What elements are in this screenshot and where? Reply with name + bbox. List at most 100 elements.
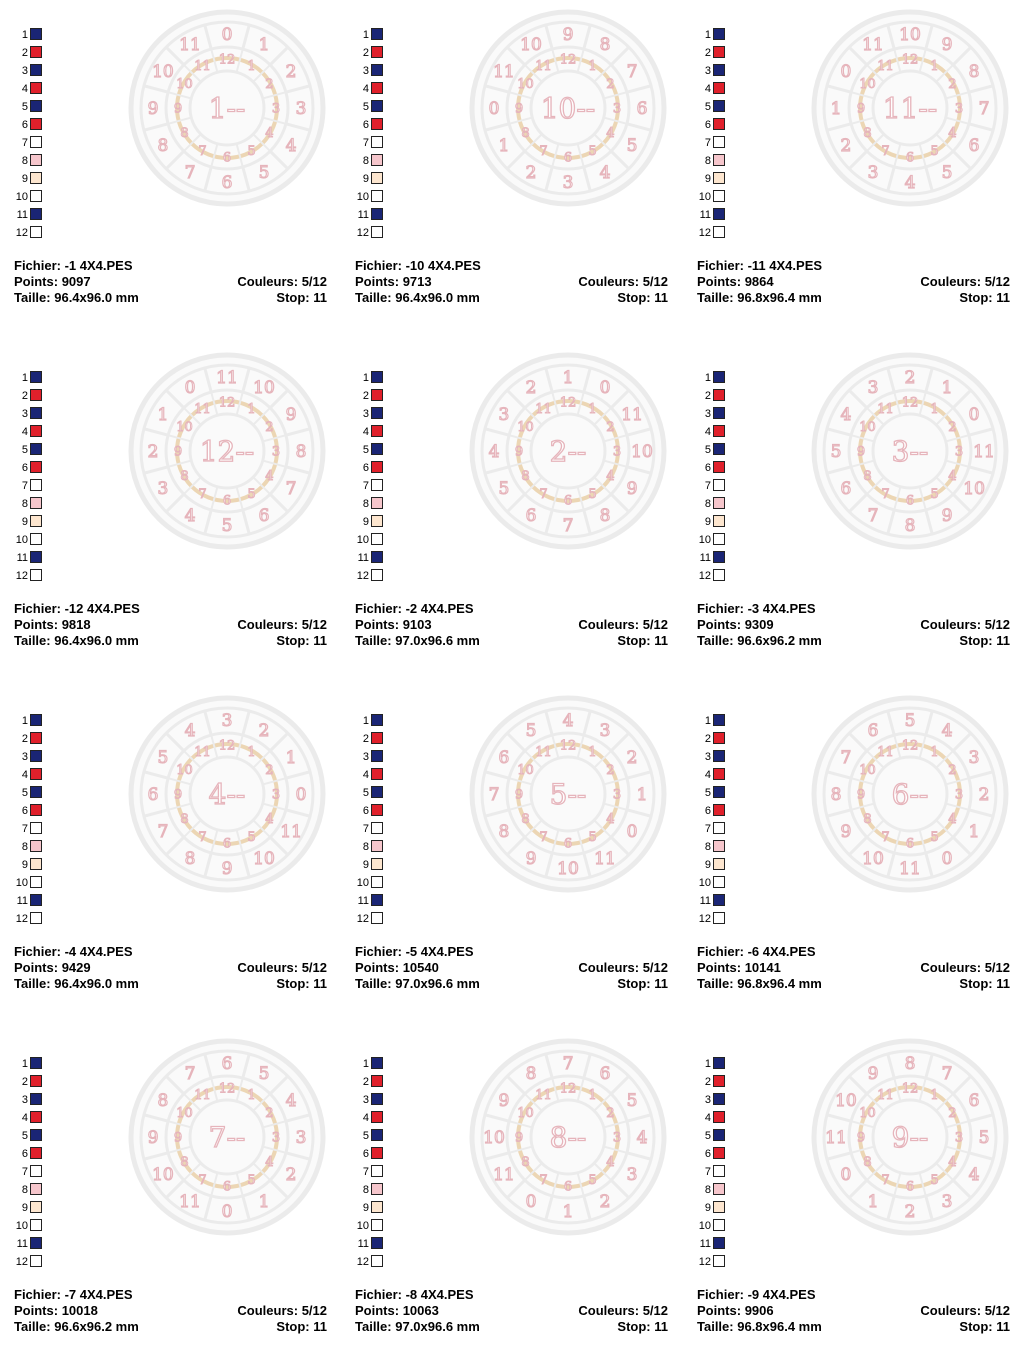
palette-number: 3 (21, 65, 28, 77)
design-card[interactable]: 1 2 3 4 5 6 7 8 9 10 11 12 4 3 2 1 0 11 10 9 8 7 6 5 12 1 2 3 4 5 6 7 8 9… (341, 686, 682, 1023)
design-card[interactable]: 1 2 3 4 5 6 7 8 9 10 11 12 7 6 5 4 3 2 1 0 11 10 9 8 12 1 2 3 4 5 6 7 8 9… (341, 1029, 682, 1366)
stop-count: Stop: 11 (276, 1319, 327, 1335)
palette-number: 10 (15, 1220, 28, 1232)
palette-row: 1 (0, 369, 44, 387)
info-line-file: Fichier: -5 4X4.PES (355, 944, 668, 960)
size-value: 96.8x96.4 mm (737, 1319, 822, 1334)
design-card[interactable]: 1 2 3 4 5 6 7 8 9 10 11 12 0 1 2 3 4 5 6 7 8 9 10 11 12 1 2 3 4 5 6 7 8 9… (0, 0, 341, 337)
outer-number: 10 (152, 62, 174, 82)
palette-number: 12 (15, 1256, 28, 1268)
colors-count: Couleurs: 5/12 (920, 960, 1010, 976)
inner-number: 5 (247, 144, 255, 159)
palette-number: 1 (362, 372, 369, 384)
palette-number: 2 (362, 733, 369, 745)
size-label: Taille: (355, 633, 392, 648)
inner-number: 6 (564, 151, 572, 166)
outer-number: 8 (185, 849, 196, 869)
size-label: Taille: (697, 290, 734, 305)
outer-number: 8 (158, 136, 169, 156)
color-swatch (371, 425, 383, 437)
color-swatch (713, 533, 725, 545)
palette-row: 5 (341, 441, 385, 459)
palette-row: 6 (341, 459, 385, 477)
outer-number: 1 (637, 785, 648, 805)
palette-row: 1 (683, 1055, 727, 1073)
design-card[interactable]: 1 2 3 4 5 6 7 8 9 10 11 12 5 4 3 2 1 0 11 10 9 8 7 6 12 1 2 3 4 5 6 7 8 9… (683, 686, 1024, 1023)
size-label: Taille: (697, 633, 734, 648)
palette-number: 1 (362, 29, 369, 41)
palette-number: 9 (362, 859, 369, 871)
palette-row: 2 (683, 1073, 727, 1091)
palette-row: 9 (0, 856, 44, 874)
design-info: Fichier: -12 4X4.PES Points: 9818 Couleurs… (14, 601, 327, 649)
info-line-file: Fichier: -9 4X4.PES (697, 1287, 1010, 1303)
palette-number: 7 (704, 480, 711, 492)
points-label: Points: (355, 617, 400, 632)
colors-label: Couleurs: (920, 617, 982, 632)
inner-number: 11 (877, 745, 894, 760)
inner-number: 4 (948, 126, 956, 141)
size-value: 96.8x96.4 mm (737, 976, 822, 991)
palette-row: 5 (683, 98, 727, 116)
inner-number: 4 (265, 1155, 273, 1170)
color-swatch (713, 1183, 725, 1195)
design-card[interactable]: 1 2 3 4 5 6 7 8 9 10 11 12 11 10 9 8 7 6 5 4 3 2 1 0 12 1 2 3 4 5 6 7 8 9… (0, 343, 341, 680)
design-card[interactable]: 1 2 3 4 5 6 7 8 9 10 11 12 3 2 1 0 11 10 9 8 7 6 5 4 12 1 2 3 4 5 6 7 8 9… (0, 686, 341, 1023)
outer-number: 1 (868, 1192, 879, 1212)
outer-number: 11 (973, 442, 995, 462)
color-swatch (713, 912, 725, 924)
color-swatch (30, 912, 42, 924)
palette-number: 9 (704, 173, 711, 185)
palette-row: 11 (683, 549, 727, 567)
palette-number: 2 (704, 733, 711, 745)
points-label: Points: (14, 960, 59, 975)
color-swatch (30, 443, 42, 455)
color-swatch (713, 822, 725, 834)
color-swatch (713, 136, 725, 148)
size-label: Taille: (14, 633, 51, 648)
info-line-points: Points: 9818 Couleurs: 5/12 (14, 617, 327, 633)
palette-number: 12 (698, 1256, 711, 1268)
design-card[interactable]: 1 2 3 4 5 6 7 8 9 10 11 12 6 5 4 3 2 1 0 11 10 9 8 7 12 1 2 3 4 5 6 7 8 9… (0, 1029, 341, 1366)
stop-label: Stop: (959, 976, 993, 991)
colors-value: 5/12 (301, 617, 327, 632)
file-value: -11 4X4.PES (747, 258, 823, 273)
outer-number: 3 (563, 173, 574, 193)
color-swatch (713, 840, 725, 852)
design-card[interactable]: 1 2 3 4 5 6 7 8 9 10 11 12 10 9 8 7 6 5 4 3 2 1 0 11 12 1 2 3 4 5 6 7 8 9… (683, 0, 1024, 337)
palette-row: 10 (0, 874, 44, 892)
design-card[interactable]: 1 2 3 4 5 6 7 8 9 10 11 12 8 7 6 5 4 3 2 1 0 11 10 9 12 1 2 3 4 5 6 7 8 9… (683, 1029, 1024, 1366)
palette-number: 3 (21, 1094, 28, 1106)
embroidery-design: 4 3 2 1 0 11 10 9 8 7 6 5 12 1 2 3 4 5 6 7 8 9 10 11 5-- (468, 694, 668, 894)
inner-number: 2 (948, 420, 956, 435)
info-line-points: Points: 10018 Couleurs: 5/12 (14, 1303, 327, 1319)
palette-row: 11 (341, 892, 385, 910)
size: Taille: 96.4x96.0 mm (14, 976, 139, 992)
outer-number: 2 (905, 368, 916, 388)
palette-row: 2 (683, 387, 727, 405)
color-swatch (30, 1219, 42, 1231)
design-card[interactable]: 1 2 3 4 5 6 7 8 9 10 11 12 2 1 0 11 10 9 8 7 6 5 4 3 12 1 2 3 4 5 6 7 8 9… (683, 343, 1024, 680)
outer-number: 4 (841, 405, 852, 425)
inner-number: 1 (930, 1088, 938, 1103)
size: Taille: 96.8x96.4 mm (697, 976, 822, 992)
palette-number: 8 (704, 841, 711, 853)
file-label: Fichier: (14, 1287, 61, 1302)
inner-number: 10 (176, 1106, 193, 1121)
color-swatch (713, 1147, 725, 1159)
inner-number: 7 (881, 144, 889, 159)
color-swatch (371, 804, 383, 816)
palette-row: 3 (341, 62, 385, 80)
palette-number: 5 (362, 444, 369, 456)
palette-row: 9 (683, 513, 727, 531)
design-card[interactable]: 1 2 3 4 5 6 7 8 9 10 11 12 9 8 7 6 5 4 3 2 1 0 11 10 12 1 2 3 4 5 6 7 8 9… (341, 0, 682, 337)
outer-number: 5 (979, 1128, 990, 1148)
palette-row: 9 (683, 856, 727, 874)
design-card[interactable]: 1 2 3 4 5 6 7 8 9 10 11 12 1 0 11 10 9 8 7 6 5 4 3 2 12 1 2 3 4 5 6 7 8 9… (341, 343, 682, 680)
palette-row: 3 (0, 748, 44, 766)
palette-row: 9 (683, 1199, 727, 1217)
inner-number: 2 (948, 77, 956, 92)
color-swatch (371, 118, 383, 130)
